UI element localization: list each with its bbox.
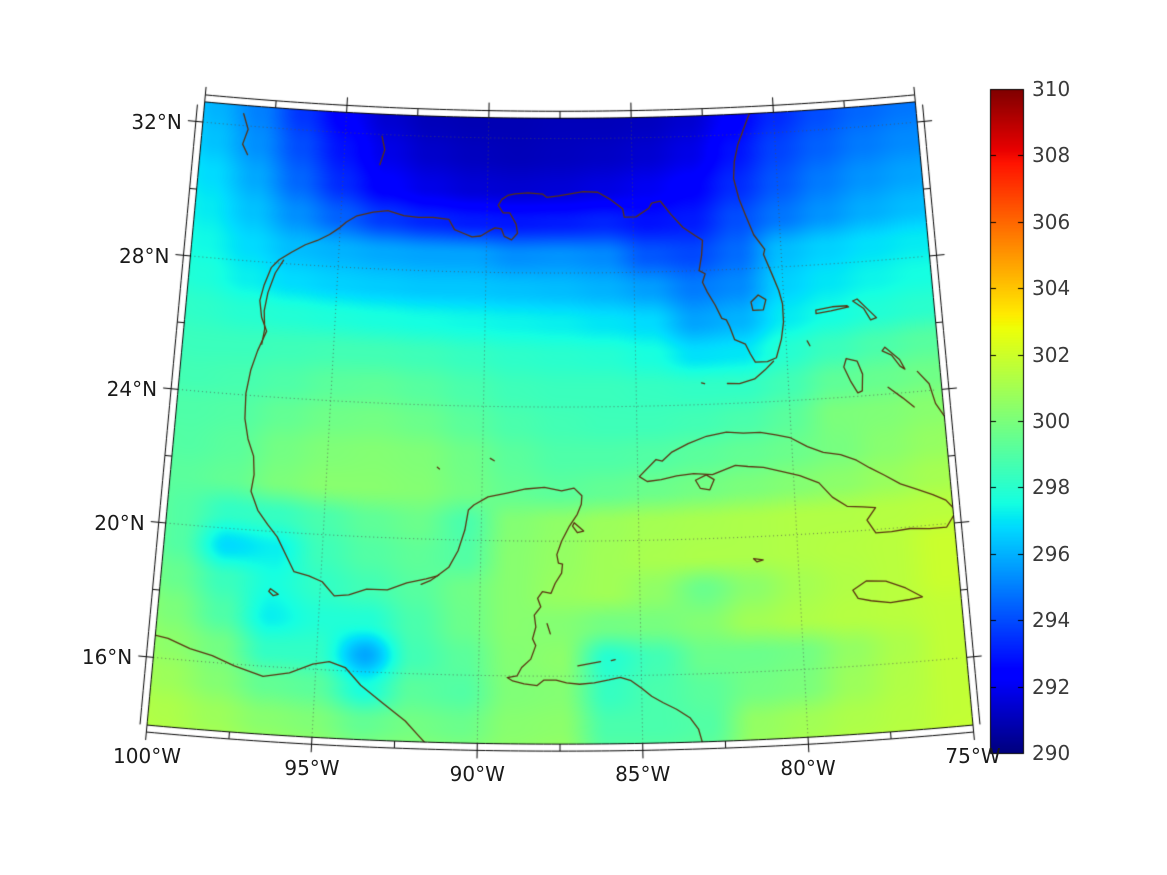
x-tick-label: 80°W: [780, 756, 836, 781]
x-tick-label: 95°W: [284, 756, 340, 781]
colorbar-tick-label: 298: [1032, 475, 1071, 500]
y-tick-label: 20°N: [94, 510, 145, 535]
y-tick-label: 28°N: [119, 243, 170, 268]
colorbar-tick-label: 294: [1032, 608, 1071, 633]
colorbar-tick-label: 292: [1032, 674, 1071, 699]
x-tick-label: 90°W: [449, 762, 505, 787]
x-tick-label: 85°W: [615, 762, 671, 787]
colorbar-tick-label: 302: [1032, 342, 1071, 367]
colorbar-tick-label: 300: [1032, 409, 1071, 433]
x-tick-label: 100°W: [113, 744, 181, 769]
colorbar-tick-label: 308: [1032, 143, 1071, 168]
colorbar-tick-label: 306: [1032, 209, 1071, 234]
colorbar-tick-label: 304: [1032, 276, 1071, 301]
y-tick-label: 16°N: [81, 645, 133, 670]
colorbar-tick-label: 310: [1032, 77, 1071, 101]
colorbar-tick-label: 290: [1032, 741, 1071, 765]
x-tick-label: 75°W: [945, 744, 1001, 769]
colorbar-tick-label: 296: [1032, 541, 1071, 566]
y-tick-label: 24°N: [106, 377, 158, 402]
y-tick-label: 32°N: [131, 110, 182, 135]
